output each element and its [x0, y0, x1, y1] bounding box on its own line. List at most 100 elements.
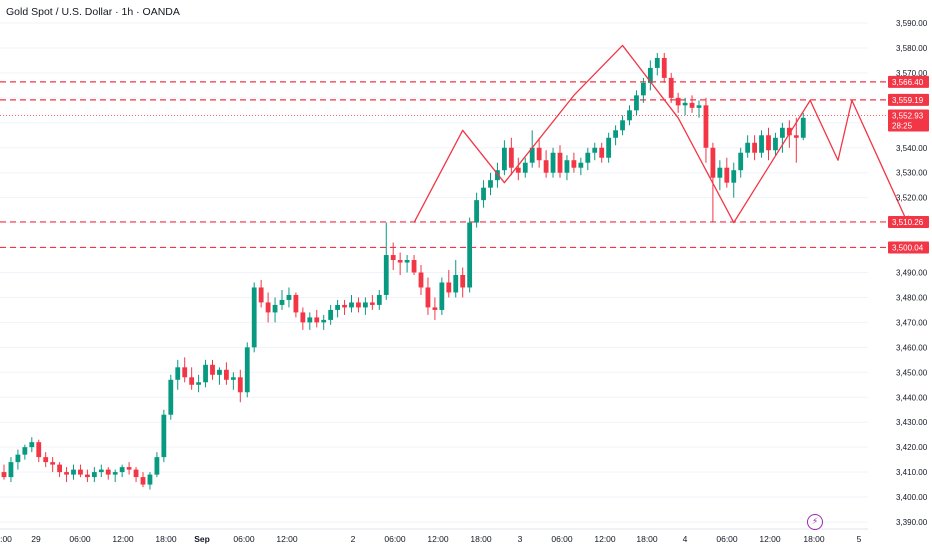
- time-tick-label: 3: [518, 534, 523, 544]
- candle-up: [29, 442, 35, 448]
- candle-up: [251, 287, 257, 348]
- candle-down: [752, 142, 757, 153]
- candle-down: [661, 57, 667, 78]
- grid: [0, 22, 868, 530]
- candle-up: [641, 82, 646, 96]
- price-tick-label: 3,400.00: [896, 493, 928, 502]
- price-tick-label: 3,530.00: [896, 169, 928, 178]
- candle-down: [85, 474, 90, 478]
- time-tick-label: 06:00: [716, 534, 738, 544]
- candle-down: [460, 274, 466, 288]
- candle-down: [557, 152, 563, 173]
- price-tags: 3,566.40 3,559.19 3,510.26 3,500.04 3,552.93…: [888, 75, 929, 254]
- candle-down: [689, 102, 695, 108]
- candle-up: [564, 160, 570, 173]
- candle-up: [453, 274, 459, 293]
- level-price-tag: [888, 241, 929, 254]
- candle-down: [703, 105, 709, 148]
- candle-down: [64, 472, 69, 475]
- price-tick-label: 3,570.00: [896, 69, 928, 78]
- candle-up: [606, 137, 612, 158]
- candle-down: [446, 282, 452, 293]
- time-axis[interactable]: :00 29 06:00 12:00 18:00 Sep 06:00 12:00 2 06:00 1…: [0, 534, 862, 544]
- candle-up: [230, 377, 236, 380]
- level-price-label: 3,500.04: [892, 243, 924, 252]
- candle-down: [766, 135, 771, 151]
- candle-up: [22, 447, 28, 455]
- level-price-label: 3,510.26: [892, 218, 924, 227]
- candle-down: [675, 97, 681, 106]
- candle-up: [15, 454, 21, 463]
- candles: [1, 52, 806, 490]
- candle-up: [439, 282, 445, 310]
- zigzag-drawing[interactable]: [413, 44, 910, 224]
- candle-down: [50, 462, 56, 465]
- candle-down: [36, 442, 42, 458]
- candle-up: [696, 105, 702, 108]
- candle-up: [161, 414, 167, 458]
- candle-up: [634, 95, 639, 111]
- candle-down: [224, 369, 229, 380]
- candle-up: [119, 467, 125, 473]
- time-tick-label: 5: [857, 534, 862, 544]
- candle-down: [397, 260, 403, 263]
- candle-down: [369, 302, 375, 305]
- candle-down: [342, 304, 347, 308]
- time-tick-label: Sep: [194, 534, 210, 544]
- candle-up: [376, 294, 382, 305]
- time-tick-label: 12:00: [594, 534, 616, 544]
- current-price-label: 3,552.93: [892, 111, 924, 120]
- lightning-icon[interactable]: ⚡: [807, 514, 823, 530]
- candle-down: [105, 469, 111, 475]
- price-tick-label: 3,490.00: [896, 269, 928, 278]
- candle-down: [432, 307, 438, 310]
- candle-up: [175, 367, 181, 380]
- candle-down: [293, 294, 299, 313]
- candle-down: [356, 302, 361, 308]
- zigzag-line: [413, 44, 909, 224]
- candle-down: [57, 464, 62, 473]
- candle-up: [488, 180, 493, 188]
- price-tick-label: 3,480.00: [896, 293, 928, 302]
- price-tick-label: 3,450.00: [896, 368, 928, 377]
- candle-up: [522, 162, 528, 173]
- candle-up: [154, 457, 160, 475]
- price-tick-label: 3,590.00: [896, 19, 928, 28]
- candle-down: [724, 167, 730, 183]
- candle-up: [383, 255, 389, 295]
- candle-up: [328, 309, 334, 320]
- horizontal-levels[interactable]: [0, 81, 886, 249]
- chart-title: Gold Spot / U.S. Dollar · 1h · OANDA: [6, 6, 180, 18]
- candle-down: [126, 467, 132, 470]
- candle-up: [731, 170, 737, 183]
- time-tick-label: 12:00: [427, 534, 449, 544]
- time-tick-label: 4: [683, 534, 688, 544]
- candle-up: [800, 117, 806, 138]
- time-tick-label: 18:00: [470, 534, 492, 544]
- candle-down: [189, 377, 195, 385]
- price-tick-label: 3,520.00: [896, 194, 928, 203]
- candle-down: [710, 147, 716, 178]
- candle-up: [647, 67, 653, 83]
- candle-up: [196, 382, 201, 385]
- price-tick-label: 3,440.00: [896, 393, 928, 402]
- candle-down: [300, 312, 306, 323]
- candle-down: [43, 457, 49, 463]
- time-tick-label: 18:00: [155, 534, 177, 544]
- candle-down: [418, 272, 424, 288]
- candle-up: [244, 347, 250, 393]
- time-tick-label: 18:00: [803, 534, 825, 544]
- candle-up: [307, 317, 313, 323]
- candle-up: [738, 152, 744, 171]
- candle-up: [620, 120, 625, 131]
- candle-up: [279, 299, 285, 305]
- candle-down: [508, 147, 514, 168]
- candle-down: [265, 302, 271, 313]
- level-price-label: 3,559.19: [892, 96, 924, 105]
- candle-down: [314, 317, 320, 323]
- candle-up: [550, 152, 556, 173]
- candle-down: [133, 469, 139, 478]
- candle-up: [474, 200, 479, 223]
- candle-up: [168, 379, 174, 415]
